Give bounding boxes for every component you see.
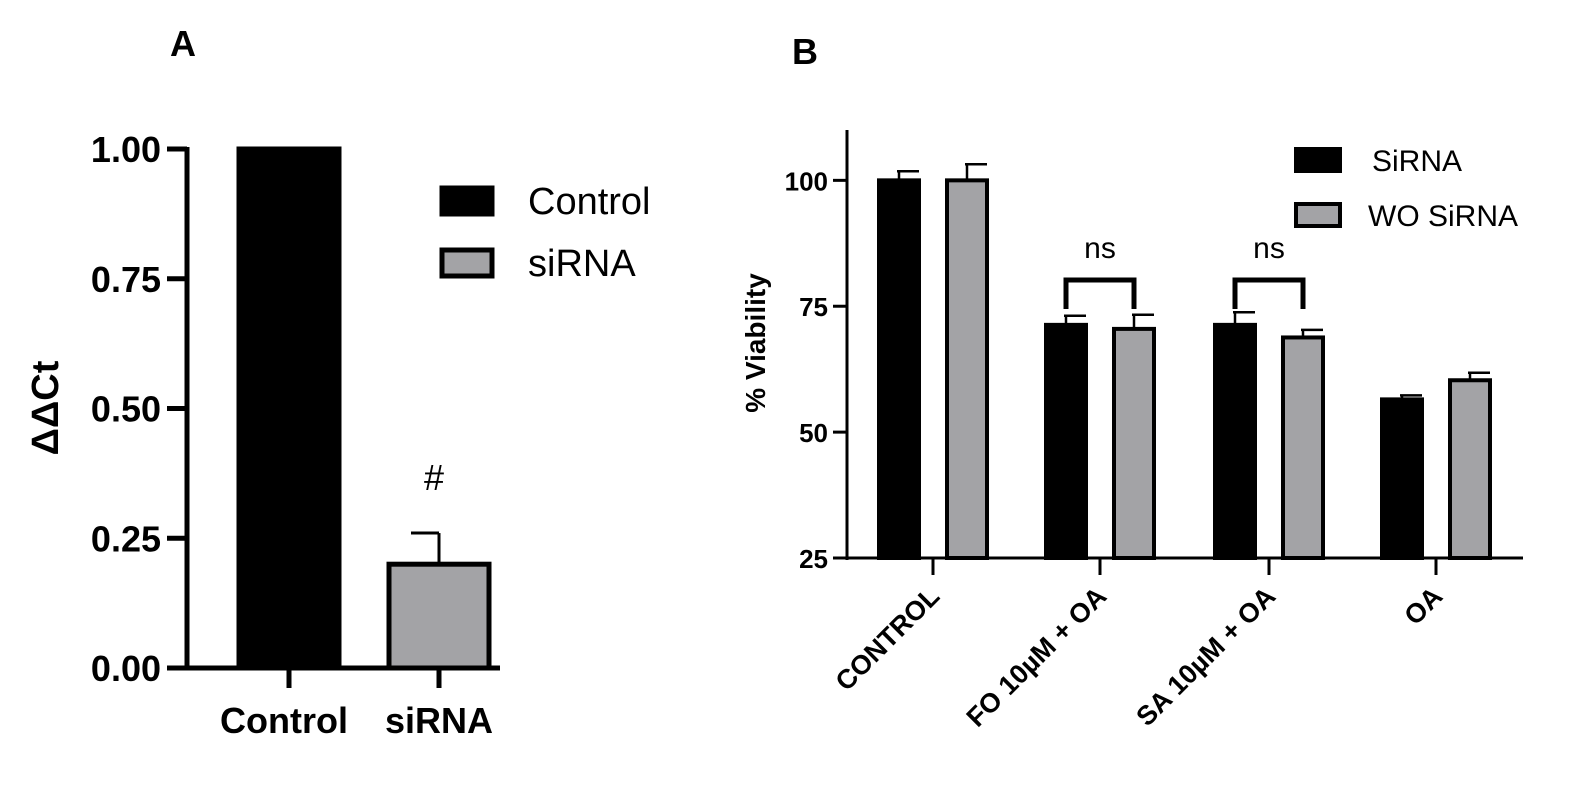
y-tick-label: 75 (799, 292, 828, 322)
y-tick-label: 0.75 (91, 259, 161, 300)
bar-WO SiRNA (1448, 378, 1492, 560)
y-axis-label: ΔΔCt (25, 360, 67, 455)
y-tick-label: 25 (799, 544, 828, 574)
legend: Control siRNA (439, 181, 651, 285)
legend-label: SiRNA (1372, 145, 1462, 178)
panel-a: A #0.00 0.25 0.50 0.75 1.00 Control siRNA ΔΔCt Co… (25, 23, 651, 741)
panel-label: A (170, 23, 196, 64)
legend-swatch (1294, 147, 1342, 173)
legend-swatch (1294, 202, 1342, 228)
significance-mark: # (424, 457, 444, 498)
x-tick-label: SA 10µM + OA (1130, 581, 1281, 732)
y-axis-label: % Viability (740, 273, 771, 413)
y-tick-label: 1.00 (91, 129, 161, 170)
bar-siRNA (386, 561, 492, 671)
legend-label: siRNA (528, 243, 636, 285)
bar-SiRNA (1213, 322, 1257, 560)
x-tick-label: siRNA (385, 700, 493, 741)
y-tick-label: 100 (785, 166, 828, 196)
significance-label: ns (1084, 232, 1116, 265)
y-tick-label: 0.50 (91, 389, 161, 430)
significance-bracket (1232, 277, 1306, 309)
legend-swatch (439, 185, 495, 217)
bar-WO SiRNA (1281, 335, 1325, 561)
bar-Control (236, 146, 342, 671)
panel-label: B (792, 31, 818, 72)
significance-label: ns (1253, 232, 1285, 265)
bar-SiRNA (1380, 397, 1424, 561)
bar-SiRNA (877, 178, 921, 560)
legend-label: Control (528, 181, 651, 223)
x-tick-label: CONTROL (830, 581, 946, 697)
x-tick-label: OA (1398, 581, 1448, 631)
y-tick-label: 50 (799, 418, 828, 448)
panel-b: Bns ns 25 50 75 100 CONTROL FO 10µM + OA SA 10µM… (740, 31, 1523, 733)
bar-WO SiRNA (1112, 326, 1156, 560)
x-tick-label: Control (220, 700, 348, 741)
y-tick-label: 0.25 (91, 518, 161, 559)
y-tick-label: 0.00 (91, 648, 161, 689)
significance-bracket (1063, 277, 1137, 309)
legend: SiRNA WO SiRNA (1294, 145, 1518, 233)
legend-label: WO SiRNA (1368, 200, 1518, 233)
bar-SiRNA (1044, 322, 1088, 560)
x-tick-label: FO 10µM + OA (961, 581, 1113, 733)
legend-swatch (439, 247, 495, 279)
bar-WO SiRNA (945, 178, 989, 560)
